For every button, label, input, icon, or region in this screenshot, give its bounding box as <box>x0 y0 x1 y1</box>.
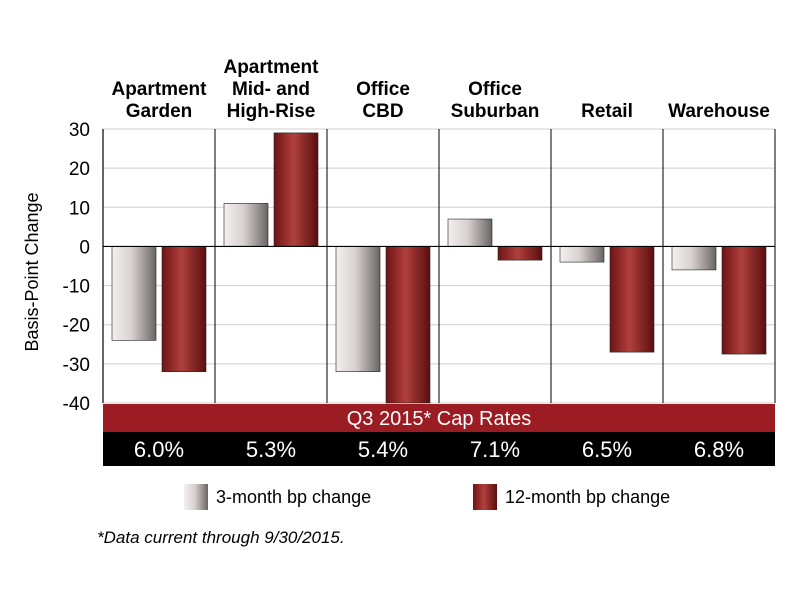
labels-layer: 3020100-10-20-30-40ApartmentGardenApartm… <box>63 57 770 415</box>
category-label: Apartment <box>111 79 207 100</box>
category-label: Garden <box>126 101 193 122</box>
bar-3-month <box>111 246 157 341</box>
category-label: Office <box>468 79 522 100</box>
category-label: Apartment <box>223 57 319 78</box>
category-label: High-Rise <box>227 101 316 122</box>
y-axis-label: Basis-Point Change <box>22 192 42 351</box>
category-label: Warehouse <box>668 101 770 122</box>
category-label: Mid- and <box>232 79 310 100</box>
footnote: *Data current through 9/30/2015. <box>97 528 345 547</box>
cap-rate-value: 6.0% <box>134 437 184 462</box>
bar-3-month <box>559 246 605 263</box>
y-tick-label: -10 <box>63 277 90 298</box>
cap-rate-value: 5.3% <box>246 437 296 462</box>
bar-12-month <box>161 246 207 372</box>
bar-12-month <box>609 246 655 353</box>
bar-3-month <box>671 246 717 271</box>
cap-rate-value: 6.5% <box>582 437 632 462</box>
bar-3-month <box>447 218 493 247</box>
axis-layer <box>102 129 776 403</box>
bar-3-month <box>223 203 269 247</box>
y-tick-label: 0 <box>79 237 90 258</box>
y-tick-label: -20 <box>63 316 90 337</box>
legend-swatch-12-month <box>473 484 497 510</box>
cap-rate-banner <box>103 404 775 432</box>
category-label: Office <box>356 79 410 100</box>
bar-12-month <box>385 246 431 404</box>
bar-12-month <box>273 132 319 247</box>
cap-rate-value: 5.4% <box>358 437 408 462</box>
cap-rate-row <box>103 432 775 466</box>
category-label: Suburban <box>451 101 540 122</box>
legend-swatch-3-month <box>184 484 208 510</box>
cap-rate-value: 7.1% <box>470 437 520 462</box>
bar-12-month <box>497 246 543 261</box>
cap-rate-banner-title: Q3 2015* Cap Rates <box>347 408 532 430</box>
cap-rate-value: 6.8% <box>694 437 744 462</box>
category-label: Retail <box>581 101 633 122</box>
legend-label-3-month: 3-month bp change <box>216 487 371 507</box>
y-tick-label: 30 <box>69 120 90 141</box>
y-tick-label: -30 <box>63 355 90 376</box>
cap-rate-values: 6.0% 5.3% 5.4% 7.1% 6.5% 6.8% <box>134 437 744 462</box>
y-tick-label: 10 <box>69 198 90 219</box>
legend-label-12-month: 12-month bp change <box>505 487 670 507</box>
legend: 3-month bp change 12-month bp change <box>184 484 670 510</box>
bar-3-month <box>335 246 381 372</box>
y-tick-label: 20 <box>69 159 90 180</box>
y-tick-label: -40 <box>63 394 90 415</box>
bars-layer <box>111 132 767 404</box>
bar-12-month <box>721 246 767 355</box>
category-label: CBD <box>362 101 403 122</box>
